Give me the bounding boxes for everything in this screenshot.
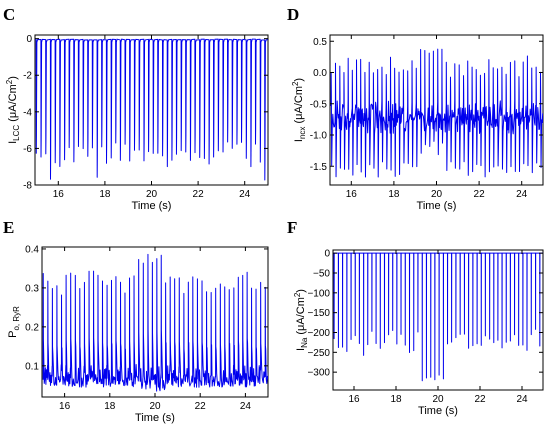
y-axis-label: Po, RyR — [7, 306, 21, 338]
x-tick-label: 20 — [432, 394, 444, 405]
series-line-e — [42, 253, 268, 392]
y-tick-label: 0.5 — [313, 37, 327, 48]
y-tick-label: −300 — [307, 368, 330, 379]
y-tick-label: -4 — [23, 107, 32, 118]
panel-f: F 16 18 20 22 24 0 −50 −100 −150 −200 −250 −300 Time… — [287, 218, 544, 417]
series-line-c — [35, 38, 268, 181]
y-tick-label: -1.0 — [310, 131, 328, 142]
y-tick-label: 0.4 — [25, 244, 39, 255]
x-tick-label: 16 — [53, 189, 65, 200]
x-axis-label: Time (s) — [418, 405, 458, 417]
y-tick-label: -8 — [23, 181, 32, 192]
panel-letter-c: C — [3, 5, 15, 24]
x-tick-label: 22 — [193, 189, 205, 200]
x-tick-label: 22 — [474, 189, 486, 200]
x-tick-label: 22 — [195, 401, 207, 412]
panel-letter-f: F — [287, 218, 297, 237]
y-tick-label: −100 — [307, 288, 330, 299]
y-tick-label: −50 — [313, 269, 330, 280]
x-tick-label: 24 — [239, 189, 251, 200]
x-tick-label: 18 — [388, 189, 400, 200]
x-tick-label: 22 — [474, 394, 486, 405]
x-tick-label: 20 — [146, 189, 158, 200]
x-tick-label: 18 — [99, 189, 111, 200]
panel-e: E 16 18 20 22 24 0.4 0.3 0.2 0.1 Time (s) Po, RyR — [3, 218, 269, 424]
y-axis-label: ILCC (μA/Cm2) — [5, 76, 21, 144]
series-line-f — [333, 252, 543, 382]
x-tick-label: 24 — [240, 401, 252, 412]
y-tick-label: -6 — [23, 144, 32, 155]
y-tick-label: 0 — [324, 249, 330, 260]
x-tick-label: 24 — [516, 394, 528, 405]
y-tick-label: -2 — [23, 71, 32, 82]
x-tick-label: 20 — [431, 189, 443, 200]
series-line-d — [330, 48, 543, 178]
panel-d: D 16 18 20 22 24 0.5 0.0 -0.5 -1.0 -1.5 Time (s) In… — [287, 5, 544, 212]
x-tick-label: 16 — [59, 401, 71, 412]
y-tick-label: 0.3 — [25, 283, 39, 294]
y-axis-label: Incx (μA/Cm2) — [291, 78, 307, 142]
panel-letter-e: E — [3, 218, 14, 237]
y-tick-label: −150 — [307, 308, 330, 319]
x-tick-label: 20 — [149, 401, 161, 412]
y-tick-label: -1.5 — [310, 162, 328, 173]
y-tick-label: −200 — [307, 328, 330, 339]
x-tick-label: 18 — [104, 401, 116, 412]
x-tick-label: 16 — [346, 189, 358, 200]
y-tick-label: -0.5 — [310, 99, 328, 110]
y-tick-label: −250 — [307, 348, 330, 359]
x-axis-label: Time (s) — [132, 200, 172, 212]
x-tick-label: 18 — [390, 394, 402, 405]
plot-frame-f — [332, 249, 544, 391]
x-axis-label: Time (s) — [417, 200, 457, 212]
y-tick-label: 0.2 — [25, 322, 39, 333]
y-tick-label: 0.1 — [25, 361, 39, 372]
x-tick-label: 24 — [516, 189, 528, 200]
x-tick-label: 16 — [348, 394, 360, 405]
y-axis-label: INa (μA/Cm2) — [293, 289, 309, 351]
x-axis-label: Time (s) — [135, 412, 175, 424]
panel-letter-d: D — [287, 5, 299, 24]
y-tick-label: 0 — [26, 34, 32, 45]
y-tick-label: 0.0 — [313, 68, 327, 79]
panel-c: C 16 18 20 22 24 0 -2 -4 -6 -8 Time (s) ILCC (μA/Cm… — [3, 5, 269, 212]
